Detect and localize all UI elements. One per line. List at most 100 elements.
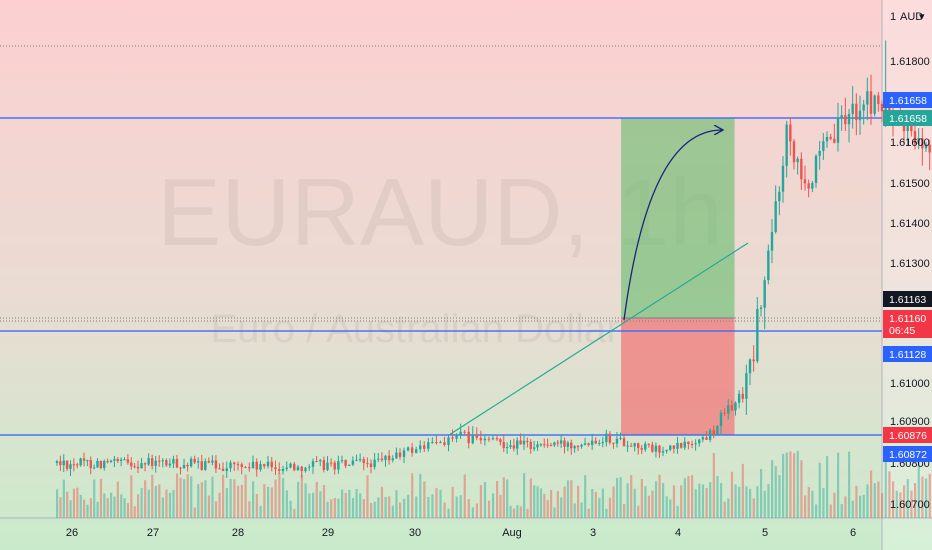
candle[interactable]: [319, 458, 322, 466]
candle[interactable]: [435, 435, 438, 445]
candle[interactable]: [814, 154, 818, 188]
candle[interactable]: [598, 439, 601, 446]
candle[interactable]: [844, 97, 847, 131]
candle[interactable]: [443, 436, 446, 447]
candle[interactable]: [640, 445, 643, 455]
candle[interactable]: [96, 458, 99, 468]
candle[interactable]: [601, 436, 604, 448]
candle[interactable]: [79, 457, 82, 467]
candle[interactable]: [251, 455, 255, 469]
candle[interactable]: [143, 462, 147, 472]
candle[interactable]: [647, 443, 651, 448]
candle[interactable]: [855, 93, 858, 136]
candle[interactable]: [322, 456, 326, 473]
candle[interactable]: [179, 466, 182, 475]
candle[interactable]: [818, 140, 821, 170]
candle[interactable]: [719, 409, 723, 436]
candle[interactable]: [150, 454, 154, 470]
candle[interactable]: [133, 462, 136, 469]
candle[interactable]: [106, 458, 109, 464]
candle[interactable]: [737, 390, 741, 409]
candle[interactable]: [633, 442, 636, 452]
candle[interactable]: [248, 462, 251, 472]
candle[interactable]: [204, 458, 207, 471]
candle[interactable]: [847, 109, 851, 143]
candle[interactable]: [509, 440, 512, 450]
candle[interactable]: [529, 439, 532, 454]
candle[interactable]: [516, 437, 519, 455]
candle[interactable]: [259, 460, 262, 472]
candle[interactable]: [522, 435, 526, 450]
candle[interactable]: [536, 441, 539, 451]
candle[interactable]: [236, 461, 240, 471]
candle[interactable]: [866, 77, 869, 121]
candle[interactable]: [669, 444, 672, 452]
candle[interactable]: [315, 455, 318, 463]
candle[interactable]: [419, 440, 422, 453]
candle[interactable]: [587, 442, 590, 447]
drawing-annotations[interactable]: [448, 130, 749, 436]
candle[interactable]: [289, 462, 292, 469]
candle[interactable]: [398, 448, 402, 460]
candle[interactable]: [687, 441, 690, 450]
candle[interactable]: [862, 99, 865, 125]
candle[interactable]: [355, 454, 358, 462]
candle[interactable]: [402, 447, 406, 464]
candle[interactable]: [123, 457, 126, 461]
candle[interactable]: [532, 440, 536, 452]
candle[interactable]: [62, 454, 65, 472]
candle[interactable]: [543, 438, 546, 448]
candle[interactable]: [82, 452, 86, 467]
candle[interactable]: [796, 156, 799, 175]
candle[interactable]: [263, 463, 266, 469]
candle[interactable]: [103, 459, 106, 471]
candle[interactable]: [789, 117, 792, 156]
candle[interactable]: [211, 455, 214, 466]
candle[interactable]: [182, 458, 186, 469]
candle[interactable]: [676, 437, 679, 454]
candle[interactable]: [340, 455, 344, 464]
candle[interactable]: [168, 458, 172, 468]
candle[interactable]: [395, 447, 398, 459]
candle[interactable]: [661, 446, 665, 457]
candle[interactable]: [774, 185, 777, 234]
candle[interactable]: [431, 437, 434, 444]
candle[interactable]: [727, 399, 730, 420]
candle[interactable]: [785, 120, 788, 178]
candle[interactable]: [590, 433, 594, 450]
candle[interactable]: [701, 435, 705, 443]
candle[interactable]: [690, 440, 694, 449]
candle[interactable]: [566, 440, 570, 452]
candle[interactable]: [467, 426, 470, 449]
candle[interactable]: [502, 435, 505, 452]
candle[interactable]: [723, 408, 726, 416]
candle[interactable]: [186, 462, 189, 472]
candle[interactable]: [778, 186, 781, 216]
candle[interactable]: [730, 400, 734, 412]
candle[interactable]: [705, 430, 708, 440]
candle[interactable]: [539, 442, 543, 447]
candle[interactable]: [154, 455, 157, 473]
candle[interactable]: [244, 465, 247, 469]
candle[interactable]: [559, 434, 563, 449]
candle[interactable]: [583, 437, 587, 446]
candle[interactable]: [605, 429, 608, 447]
candle[interactable]: [366, 457, 369, 468]
candle[interactable]: [278, 462, 281, 475]
drawing-lines[interactable]: [0, 45, 882, 436]
candle[interactable]: [741, 387, 744, 403]
candle[interactable]: [526, 437, 529, 448]
candle[interactable]: [781, 156, 785, 203]
candle[interactable]: [924, 142, 928, 152]
candle[interactable]: [563, 437, 566, 454]
candle[interactable]: [463, 429, 466, 435]
candle[interactable]: [189, 456, 193, 468]
candle[interactable]: [76, 462, 79, 469]
candle[interactable]: [612, 442, 615, 449]
candle[interactable]: [406, 446, 410, 452]
candle[interactable]: [917, 128, 920, 150]
candle[interactable]: [608, 431, 612, 445]
candle[interactable]: [829, 133, 832, 141]
candle[interactable]: [748, 358, 752, 385]
candle[interactable]: [172, 455, 175, 469]
